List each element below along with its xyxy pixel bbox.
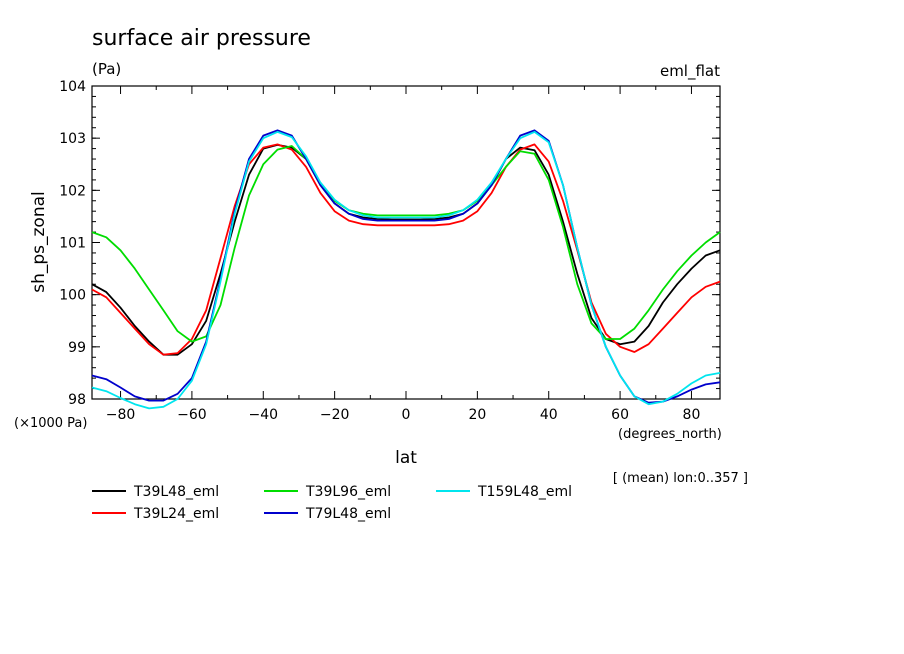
legend-label: T79L48_eml [305, 506, 391, 522]
experiment-label: eml_flat [660, 62, 720, 81]
y-tick-label: 98 [68, 392, 86, 408]
legend: T39L48_eml T39L24_eml T39L96_eml T79L48_eml… [92, 484, 572, 522]
x-axis-label: lat [395, 448, 417, 468]
x-tick-label: 20 [468, 407, 486, 423]
series-line-t39l96-eml [91, 145, 721, 343]
y-tick-label: 100 [59, 288, 86, 304]
y-tick-label: 99 [68, 340, 86, 356]
x-axis: −80 −60 −40 −20 0 20 40 60 80 [106, 86, 701, 423]
legend-label: T159L48_eml [477, 484, 572, 500]
y-tick-label: 101 [59, 236, 86, 252]
legend-label: T39L24_eml [133, 506, 219, 522]
plot-frame [91, 85, 721, 400]
x-unit-label: (degrees_north) [618, 427, 722, 442]
x-tick-label: −20 [320, 407, 350, 423]
series-line-t39l48-eml [91, 143, 721, 356]
legend-label: T39L48_eml [133, 484, 219, 500]
y-tick-label: 104 [59, 79, 86, 95]
legend-label: T39L96_eml [305, 484, 391, 500]
x-tick-label: −80 [106, 407, 136, 423]
x-tick-label: 60 [611, 407, 629, 423]
series-line-t159l48-eml [91, 130, 721, 410]
series-lines [91, 129, 721, 410]
y-tick-label: 103 [59, 131, 86, 147]
x-tick-label: −60 [177, 407, 207, 423]
x-tick-label: 40 [540, 407, 558, 423]
y-scale-note: (×1000 Pa) [14, 416, 87, 431]
series-line-t39l24-eml [91, 143, 721, 356]
x-tick-label: 80 [683, 407, 701, 423]
y-axis-label: sh_ps_zonal [29, 191, 49, 293]
chart-title: surface air pressure [92, 26, 311, 51]
y-tick-label: 102 [59, 183, 86, 199]
chart-subtitle: (Pa) [92, 60, 121, 78]
series-line-t79l48-eml [91, 129, 721, 404]
y-axis: 98 99 100 101 102 103 104 [59, 79, 720, 408]
x-tick-label: −40 [248, 407, 278, 423]
annotation: [ (mean) lon:0..357 ] [613, 471, 748, 486]
x-tick-label: 0 [402, 407, 411, 423]
